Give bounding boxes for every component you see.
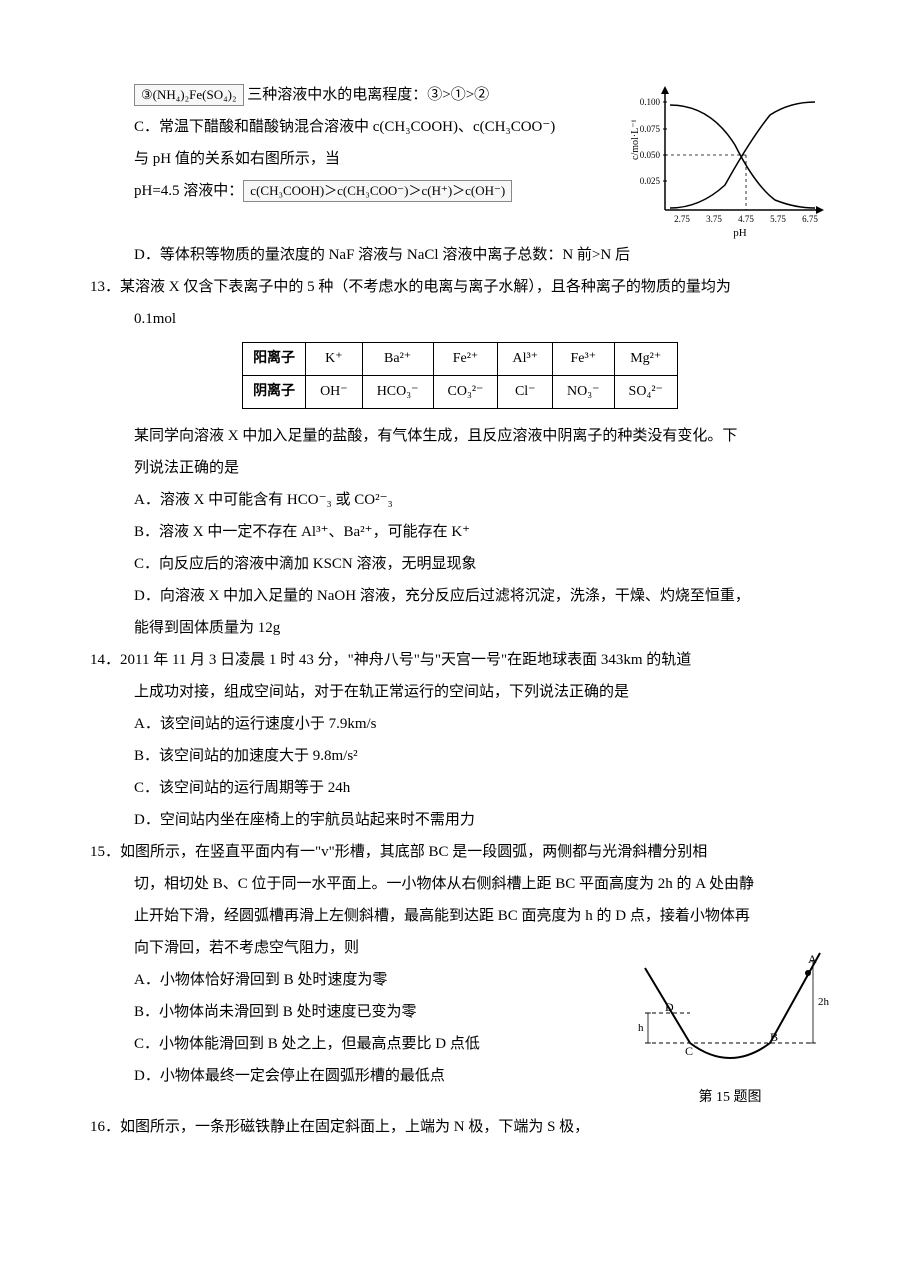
ion-cell: NO₃⁻ [553, 376, 615, 409]
ion-cell: Al³⁺ [498, 343, 553, 376]
q13-stem-l3: 某同学向溶液 X 中加入足量的盐酸，有气体生成，且反应溶液中阴离子的种类没有变化… [90, 421, 830, 451]
ion-cell: HCO₃⁻ [362, 376, 433, 409]
svg-text:0.075: 0.075 [640, 124, 661, 134]
ion-cell: Mg²⁺ [614, 343, 677, 376]
q15-caption: 第 15 题图 [630, 1084, 830, 1112]
ion-cell: Ba²⁺ [362, 343, 433, 376]
label-B: B [770, 1030, 778, 1044]
svg-text:3.75: 3.75 [706, 214, 722, 224]
q15-diagram: A B C D h 2h 第 15 题图 [630, 933, 830, 1112]
q14-optB: B．该空间站的加速度大于 9.8m/s² [90, 741, 830, 771]
q14-optA: A．该空间站的运行速度小于 7.9km/s [90, 709, 830, 739]
q14-optD: D．空间站内坐在座椅上的宇航员站起来时不需用力 [90, 805, 830, 835]
svg-text:0.050: 0.050 [640, 150, 661, 160]
q15-stem-l1: 15．如图所示，在竖直平面内有一"v"形槽，其底部 BC 是一段圆弧，两侧都与光… [90, 837, 830, 867]
q16-stem: 16．如图所示，一条形磁铁静止在固定斜面上，上端为 N 极，下端为 S 极， [90, 1112, 830, 1142]
svg-text:6.75: 6.75 [802, 214, 818, 224]
svg-text:4.75: 4.75 [738, 214, 754, 224]
svg-text:pH: pH [733, 227, 747, 239]
label-A: A [808, 952, 817, 966]
label-C: C [685, 1044, 693, 1058]
ion-cell: SO₄²⁻ [614, 376, 677, 409]
q13-ion-table: 阳离子 K⁺ Ba²⁺ Fe²⁺ Al³⁺ Fe³⁺ Mg²⁺ 阴离子 OH⁻ … [242, 342, 678, 409]
ion-cell: CO₃²⁻ [433, 376, 498, 409]
q13-optD-l1: D．向溶液 X 中加入足量的 NaOH 溶液，充分反应后过滤将沉淀，洗涤，干燥、… [90, 581, 830, 611]
q14-stem-l1: 14．2011 年 11 月 3 日凌晨 1 时 43 分，"神舟八号"与"天宫… [90, 645, 830, 675]
q13-optC: C．向反应后的溶液中滴加 KSCN 溶液，无明显现象 [90, 549, 830, 579]
concentration-ph-chart: 0.100 0.075 0.050 0.025 2.75 3.75 4.75 5… [630, 80, 830, 240]
q14-stem-l2: 上成功对接，组成空间站，对于在轨正常运行的空间站，下列说法正确的是 [90, 677, 830, 707]
label-2h: 2h [818, 996, 830, 1008]
q12-prefix-text: 三种溶液中水的电离程度：③>①>② [244, 87, 490, 103]
table-row: 阳离子 K⁺ Ba²⁺ Fe²⁺ Al³⁺ Fe³⁺ Mg²⁺ [243, 343, 678, 376]
q12-optC-l3a: pH=4.5 溶液中： [134, 183, 243, 199]
ion-cell: Fe²⁺ [433, 343, 498, 376]
ion-cell: Fe³⁺ [553, 343, 615, 376]
label-h: h [638, 1022, 644, 1034]
q12-prefix-formula: ③(NH₄)₂Fe(SO₄)₂ [134, 84, 244, 106]
q13-optA: A．溶液 X 中可能含有 HCO⁻₃ 或 CO²⁻₃ [90, 485, 830, 515]
q14-optC: C．该空间站的运行周期等于 24h [90, 773, 830, 803]
v-groove-diagram: A B C D h 2h [630, 933, 830, 1073]
ion-cell: OH⁻ [306, 376, 363, 409]
q12-chart: 0.100 0.075 0.050 0.025 2.75 3.75 4.75 5… [630, 80, 830, 240]
q12-optC-formula: c(CH₃COOH)＞c(CH₃COO⁻)＞c(H⁺)＞c(OH⁻) [243, 180, 512, 202]
q15-stem-l2: 切，相切处 B、C 位于同一水平面上。一小物体从右侧斜槽上距 BC 平面高度为 … [90, 869, 830, 899]
anion-label: 阴离子 [243, 376, 306, 409]
ion-cell: K⁺ [306, 343, 363, 376]
cation-label: 阳离子 [243, 343, 306, 376]
q15-stem-l3: 止开始下滑，经圆弧槽再滑上左侧斜槽，最高能到达距 BC 面亮度为 h 的 D 点… [90, 901, 830, 931]
svg-text:5.75: 5.75 [770, 214, 786, 224]
label-D: D [665, 1000, 674, 1014]
q13-stem-l2: 0.1mol [90, 304, 830, 334]
table-row: 阴离子 OH⁻ HCO₃⁻ CO₃²⁻ Cl⁻ NO₃⁻ SO₄²⁻ [243, 376, 678, 409]
q13-optB: B．溶液 X 中一定不存在 Al³⁺、Ba²⁺，可能存在 K⁺ [90, 517, 830, 547]
svg-text:0.100: 0.100 [640, 97, 661, 107]
svg-text:0.025: 0.025 [640, 176, 661, 186]
q13-stem-l1: 13．某溶液 X 仅含下表离子中的 5 种（不考虑水的电离与离子水解），且各种离… [90, 272, 830, 302]
q12-optD: D．等体积等物质的量浓度的 NaF 溶液与 NaCl 溶液中离子总数：N 前>N… [90, 240, 830, 270]
q13-stem-l4: 列说法正确的是 [90, 453, 830, 483]
svg-text:2.75: 2.75 [674, 214, 690, 224]
q13-optD-l2: 能得到固体质量为 12g [90, 613, 830, 643]
svg-text:c/mol·L⁻¹: c/mol·L⁻¹ [630, 120, 641, 161]
ion-cell: Cl⁻ [498, 376, 553, 409]
